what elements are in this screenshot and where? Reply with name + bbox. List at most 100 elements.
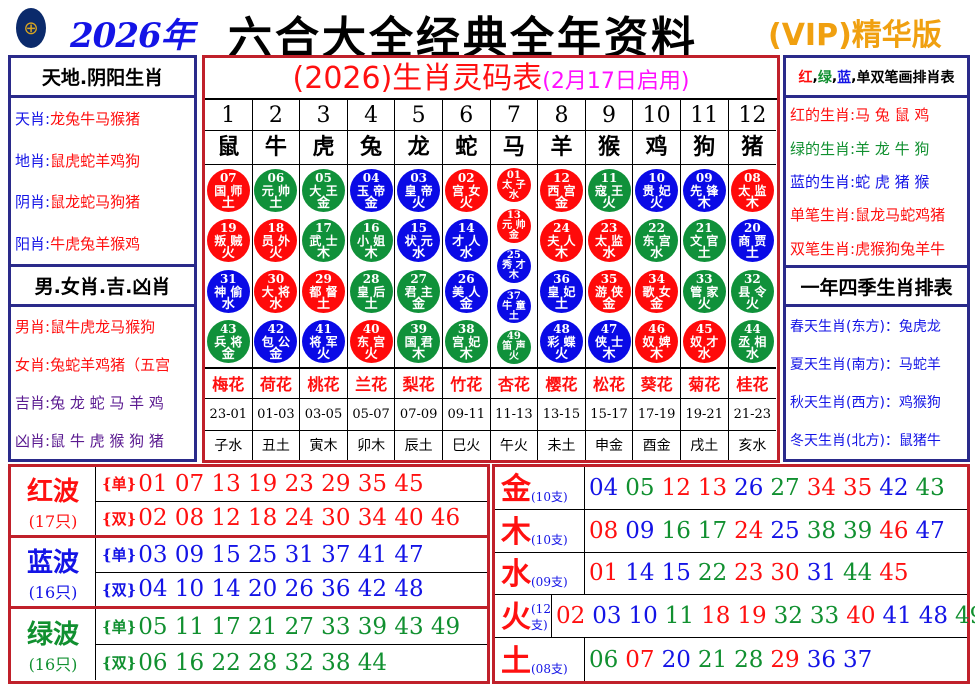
number-ball: 40 东 宫火 [349, 320, 393, 364]
ball-element: 金 [364, 195, 378, 211]
flower-name: 兰花 [347, 367, 395, 398]
ball-number: 21 [695, 221, 713, 236]
time-range: 23-01 [205, 398, 252, 430]
color-wave-table: 红波 (17只) {单} 01 07 13 19 23 29 35 45 {双} 02 0… [8, 464, 490, 684]
row-key: 地肖: [15, 151, 51, 170]
row-value: 龙兔牛马猴猪 [50, 110, 141, 129]
ball-title: 大 将 [261, 284, 290, 299]
row-key: 吉肖: [15, 393, 51, 412]
row-value: 鼠 牛 虎 猴 狗 猪 [50, 431, 164, 450]
number-ball: 09 先 锋木 [682, 168, 726, 212]
ball-title: 皇 帝 [404, 183, 433, 198]
ball-title: 小 姐 [356, 234, 386, 249]
ball-number: 38 [457, 322, 475, 337]
time-range: 09-11 [442, 398, 490, 430]
zodiac-name: 鼠 [205, 130, 252, 164]
element-name: 火 [501, 600, 531, 636]
row-key: 单笔生肖: [790, 206, 856, 225]
number-ball: 25 秀 才木 [496, 248, 531, 283]
balls-cell: 03 皇 帝火 15 状 元水 27 君 主金 39 国 君木 [395, 164, 442, 367]
ball-title: 太 子 [502, 179, 526, 191]
element-number: 08 [589, 517, 619, 544]
number-ball: 37 牛 童土 [496, 289, 531, 324]
element-numbers: 01 14 15 22 23 30 31 44 45 [585, 553, 916, 595]
number-ball: 20 商 贾土 [730, 219, 774, 263]
element-number: 31 [806, 560, 836, 587]
element-number: 44 [842, 560, 873, 587]
wave-tag: {单} [102, 475, 137, 494]
element-number: 20 [661, 646, 691, 673]
ball-title: 太 监 [594, 234, 624, 249]
ball-element: 水 [650, 246, 664, 262]
ball-number: 45 [695, 322, 713, 337]
time-range: 01-03 [252, 398, 300, 430]
number-ball: 38 宫 妃木 [444, 320, 488, 364]
ball-number: 41 [315, 322, 332, 337]
wave-count: (16只) [28, 655, 78, 674]
wave-group: 蓝波 (16只) {单} 03 09 15 25 31 37 41 47 {双} 04 1… [11, 538, 487, 609]
row-key: 阴肖: [15, 193, 51, 212]
wave-count: (16只) [28, 582, 78, 602]
row-key: 凶肖: [15, 431, 51, 450]
ball-number: 05 [315, 170, 332, 185]
branch-element: 子水 [205, 430, 252, 460]
balls-cell: 08 太 监木 20 商 贾土 32 县 令火 44 丞 相水 [728, 164, 777, 367]
seasons-title: 一年四季生肖排表 [786, 265, 967, 307]
time-range: 21-23 [728, 398, 777, 430]
ball-number: 01 [506, 169, 521, 181]
element-number: 24 [734, 517, 764, 544]
element-number: 43 [915, 474, 945, 501]
ball-element: 火 [364, 347, 378, 363]
ball-title: 宫 妃 [452, 335, 481, 350]
ball-title: 状 元 [404, 234, 433, 249]
wave-list: 04 10 14 20 26 36 42 48 [138, 576, 424, 603]
ball-number: 10 [648, 170, 665, 185]
time-range: 19-21 [680, 398, 728, 430]
row-value: 虎猴狗兔羊牛 [855, 239, 946, 258]
element-number: 23 [734, 560, 764, 587]
row-key: 蓝的生肖: [790, 172, 856, 191]
element-number: 04 [589, 474, 619, 501]
branch-element: 酉金 [633, 430, 680, 460]
ball-title: 奴 才 [690, 335, 719, 350]
zodiac-name: 猴 [585, 130, 633, 164]
number-ball: 46 奴 婢木 [635, 320, 679, 364]
ball-element: 火 [697, 296, 711, 312]
wave-tag: {单} [102, 618, 137, 636]
wave-tag: {单} [102, 546, 137, 565]
ball-element: 木 [459, 347, 473, 363]
number-ball: 42 包 公金 [254, 320, 298, 364]
branch-element: 卯木 [347, 430, 395, 460]
element-number: 05 [625, 474, 655, 501]
ball-element: 火 [650, 195, 664, 211]
gender-row: 女肖: 兔蛇羊鸡猪（五宫 [11, 354, 194, 375]
ball-title: 国 君 [404, 335, 433, 350]
wave-label: 绿波 (16只) [11, 609, 96, 680]
ball-title: 将 军 [309, 335, 338, 350]
zodiac-column: 7 马 01 太 子水 13 元 帅金 25 秀 才木 37 牛 童土 49 笛 声火杏花 11-13 午… [490, 100, 539, 460]
number-ball: 04 玉 帝金 [349, 168, 393, 212]
ball-element: 水 [602, 246, 616, 262]
title-rest: 单双笔画排肖表 [856, 69, 955, 86]
zodiac-name: 蛇 [442, 130, 490, 164]
ball-number: 13 [506, 210, 521, 222]
time-range: 05-07 [347, 398, 395, 430]
number-ball: 03 皇 帝火 [397, 168, 441, 212]
balls-cell: 02 宫 女火 14 才 人水 26 美 人金 38 宫 妃木 [442, 164, 490, 367]
branch-element: 午火 [490, 430, 538, 460]
ball-element: 水 [221, 296, 235, 312]
column-number: 9 [602, 102, 617, 128]
column-number: 11 [690, 102, 719, 128]
ball-number: 09 [695, 170, 713, 185]
number-ball: 11 寇 王火 [587, 168, 631, 212]
number-ball: 48 彩 蝶火 [539, 320, 583, 364]
wave-label: 红波 (17只) [11, 467, 96, 535]
ball-title: 大 王 [309, 183, 338, 198]
number-ball: 49 笛 声火 [496, 329, 531, 364]
gender-row: 男肖: 鼠牛虎龙马猴狗 [11, 316, 194, 337]
ball-element: 水 [269, 296, 283, 312]
element-number: 36 [806, 646, 836, 673]
wave-row-even: {双} 06 16 22 28 32 38 44 [96, 645, 487, 680]
element-row: 金 (10支) 04 05 12 13 26 27 34 35 42 43 [495, 467, 967, 510]
vip-label: (VIP)精华版 [768, 18, 942, 53]
